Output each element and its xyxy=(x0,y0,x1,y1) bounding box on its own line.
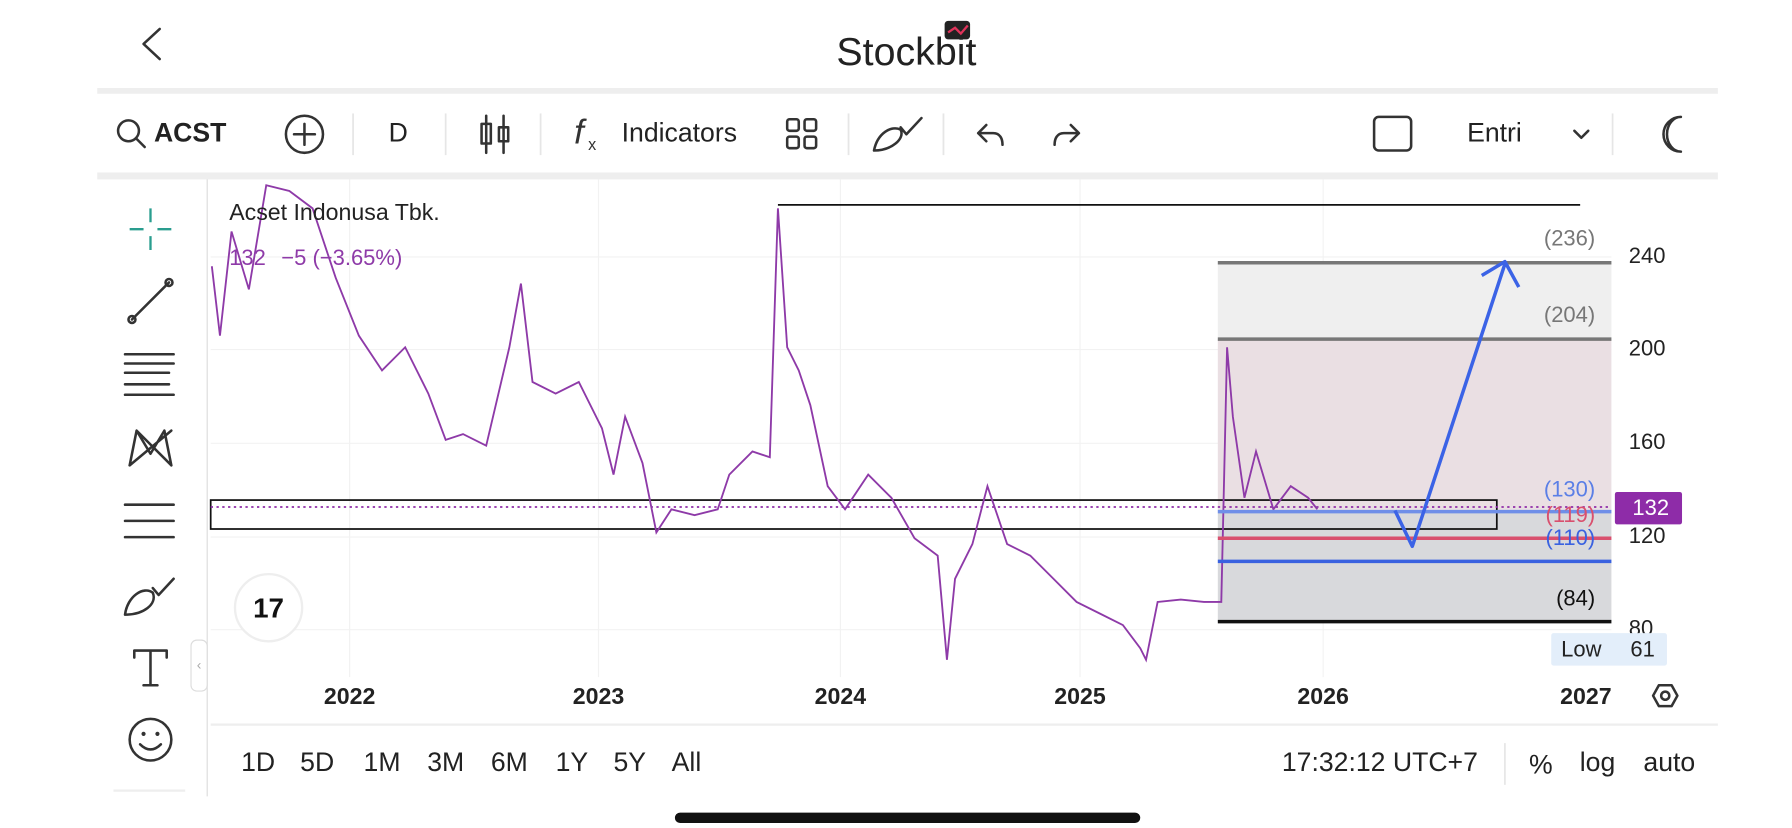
low-badge xyxy=(1551,633,1667,666)
range-button[interactable]: 5D xyxy=(300,747,334,777)
range-button[interactable]: 1M xyxy=(364,747,401,777)
logo-line xyxy=(947,24,969,36)
add-plus xyxy=(292,122,317,146)
year-label: 2025 xyxy=(1054,683,1106,709)
separators xyxy=(352,113,1614,156)
percent-toggle[interactable]: % xyxy=(1529,749,1553,779)
fib-tool[interactable] xyxy=(123,352,175,397)
text-tool[interactable] xyxy=(133,649,168,687)
level-label: (84) xyxy=(1556,585,1595,610)
year-label: 2024 xyxy=(815,683,867,709)
chart-title: Acset Indonusa Tbk. xyxy=(229,199,440,225)
auto-toggle[interactable]: auto xyxy=(1643,747,1695,777)
last-price: 132 xyxy=(229,245,266,270)
range-button[interactable]: 5Y xyxy=(613,747,646,777)
chart: Acset Indonusa Tbk. 132 −5 (−3.65%) (236… xyxy=(209,179,1683,712)
log-toggle[interactable]: log xyxy=(1580,747,1616,777)
trendline-tool[interactable] xyxy=(130,281,171,321)
settings-dot xyxy=(1659,690,1671,702)
brush-tool[interactable] xyxy=(123,577,175,616)
clock: 17:32:12 UTC+7 xyxy=(1282,747,1478,777)
entry-zone xyxy=(1217,511,1612,622)
draw-icon[interactable] xyxy=(872,116,923,152)
drawing-tools xyxy=(123,208,175,762)
undo-icon[interactable] xyxy=(976,123,1004,146)
level-label: (204) xyxy=(1544,302,1595,327)
level-label: (110) xyxy=(1545,525,1595,550)
search-icon[interactable] xyxy=(116,119,141,143)
price-tick: 160 xyxy=(1629,429,1666,454)
emoji-eye xyxy=(141,731,146,736)
range-button[interactable]: 1D xyxy=(241,747,275,777)
interval[interactable]: D xyxy=(389,117,408,147)
forecast-arrow xyxy=(1393,259,1521,549)
redo-icon[interactable] xyxy=(1053,123,1081,146)
add-button[interactable] xyxy=(284,114,325,155)
dropdown-chevron[interactable] xyxy=(1573,129,1590,140)
tool-dot xyxy=(127,314,137,325)
fx-sub: x xyxy=(588,136,596,154)
home-indicator xyxy=(674,812,1141,824)
price-tick: 120 xyxy=(1629,523,1666,548)
settings-icon[interactable] xyxy=(1651,684,1679,708)
candle-icon xyxy=(497,126,510,143)
year-label: 2023 xyxy=(573,683,625,709)
level-label: (119) xyxy=(1545,502,1595,527)
low-value: 61 xyxy=(1630,636,1654,661)
emoji-smile xyxy=(138,743,163,751)
range-button[interactable]: 1Y xyxy=(556,747,589,777)
footer: 1D 5D 1M 3M 6M 1Y 5Y All 17:32:12 UTC+7 … xyxy=(241,743,1695,785)
tool-dot xyxy=(164,277,174,288)
search-handle xyxy=(135,137,146,149)
axis-mask xyxy=(1611,677,1647,712)
layout-name[interactable]: Entri xyxy=(1467,117,1522,147)
symbol[interactable]: ACST xyxy=(154,117,226,147)
support-box xyxy=(209,499,1498,530)
level-label: (236) xyxy=(1544,225,1595,250)
pattern-tool[interactable] xyxy=(128,429,173,467)
year-label: 2027 xyxy=(1560,683,1611,709)
price-tick: 200 xyxy=(1629,335,1666,360)
price-line xyxy=(210,184,1319,663)
fx-icon[interactable]: f xyxy=(574,113,587,151)
profit-zone xyxy=(1217,339,1612,512)
range-button[interactable]: 3M xyxy=(427,747,464,777)
collapse-handle[interactable] xyxy=(190,639,208,692)
year-label: 2026 xyxy=(1297,683,1349,709)
collapse-arrow: ‹ xyxy=(197,656,202,672)
candle-wick xyxy=(484,114,505,155)
divider xyxy=(97,172,1718,180)
crosshair-tool[interactable] xyxy=(129,208,172,251)
level-label: (130) xyxy=(1544,477,1595,502)
price-tick: 240 xyxy=(1629,243,1666,268)
price-badge xyxy=(1614,491,1683,525)
emoji-eye xyxy=(155,731,160,736)
theme-icon[interactable] xyxy=(1662,115,1683,153)
emoji-tool[interactable] xyxy=(128,717,173,762)
year-label: 2022 xyxy=(324,683,375,709)
range-button[interactable]: All xyxy=(672,747,702,777)
price-change: −5 (−3.65%) xyxy=(281,245,402,270)
tv-logo[interactable] xyxy=(233,572,304,643)
range-button[interactable]: 6M xyxy=(491,747,528,777)
target-zone xyxy=(1217,262,1612,340)
low-label: Low xyxy=(1561,636,1601,661)
candle-icon[interactable] xyxy=(480,122,493,145)
divider xyxy=(97,87,1718,94)
toolbar: ACST D f x Indicators Entri xyxy=(116,113,1683,156)
back-button[interactable] xyxy=(142,27,162,61)
price-badge-text: 132 xyxy=(1632,495,1669,520)
layout-icon[interactable] xyxy=(785,117,818,150)
fullscreen-icon[interactable] xyxy=(1372,115,1413,152)
prediction-tool[interactable] xyxy=(123,503,175,539)
tv-logo-text: 17 xyxy=(253,592,284,623)
indicators-button[interactable]: Indicators xyxy=(622,117,737,147)
